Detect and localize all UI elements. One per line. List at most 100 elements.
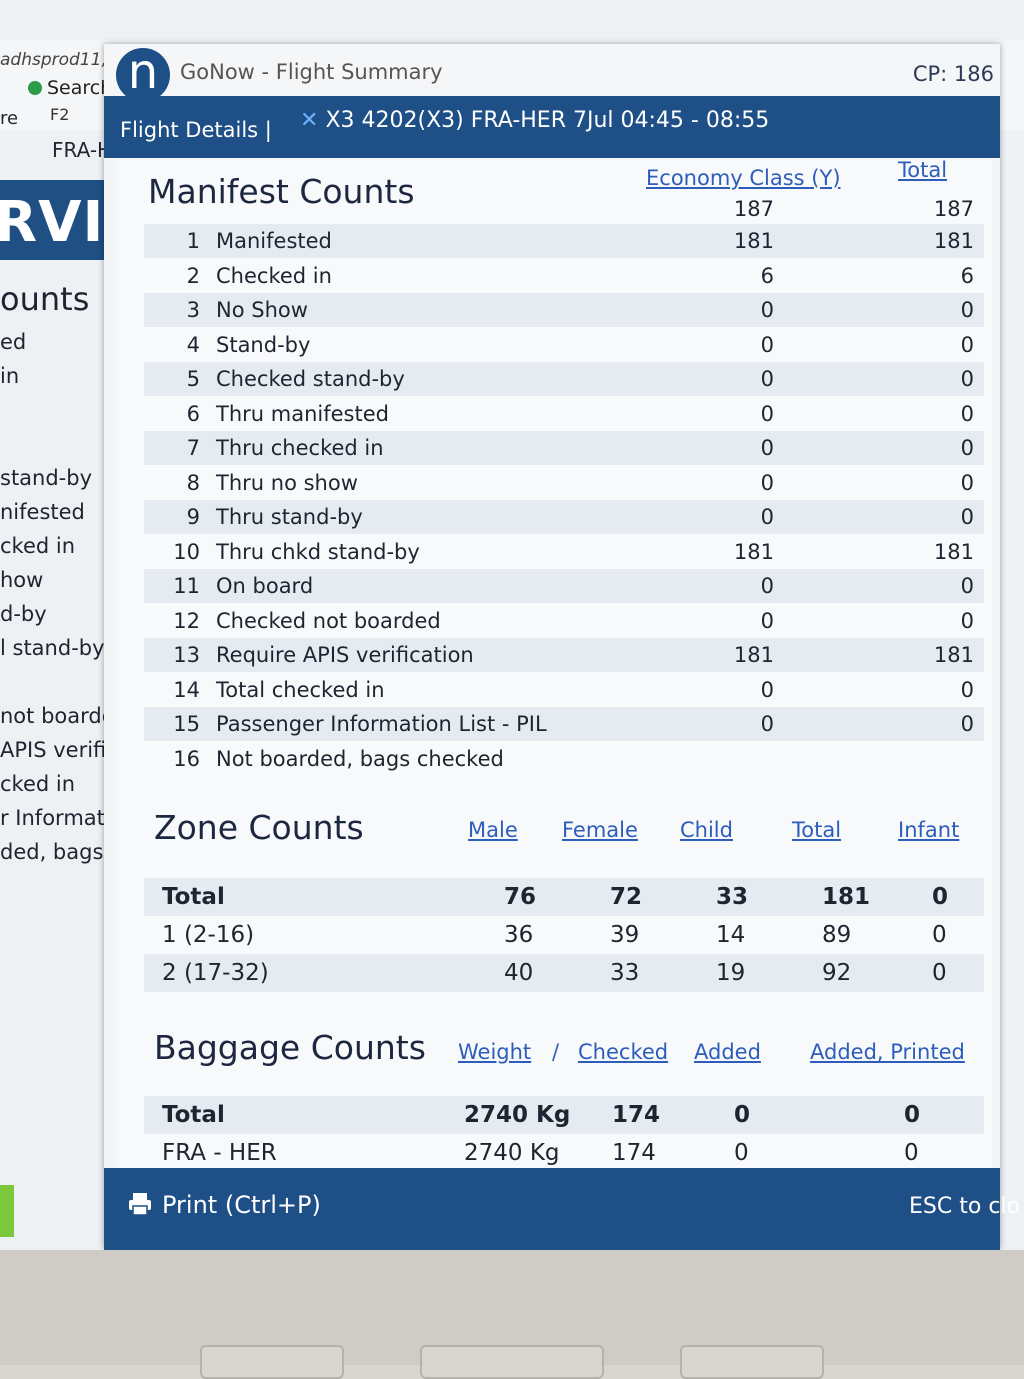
total-count: 0 bbox=[960, 712, 974, 736]
baggage-added-printed: 0 bbox=[904, 1140, 919, 1166]
class-count: 6 bbox=[760, 263, 774, 288]
status-dot-icon bbox=[28, 81, 42, 95]
baggage-label: FRA - HER bbox=[162, 1140, 277, 1166]
manifest-row[interactable]: 12 Checked not boarded 0 0 bbox=[144, 604, 984, 638]
class-count: 0 bbox=[760, 712, 774, 736]
manifest-row[interactable]: 5 Checked stand-by 0 0 bbox=[144, 362, 984, 396]
row-label: Not boarded, bags checked bbox=[216, 746, 504, 771]
class-count: 0 bbox=[760, 367, 774, 391]
class-count: 0 bbox=[760, 298, 774, 322]
row-number: 1 bbox=[186, 229, 200, 253]
manifest-row[interactable]: 11 On board 0 0 bbox=[144, 569, 984, 603]
print-button[interactable]: Print (Ctrl+P) bbox=[126, 1190, 321, 1219]
zone-header-total: Total bbox=[792, 818, 842, 842]
background-list-item: in bbox=[0, 364, 20, 388]
baggage-added: 0 bbox=[734, 1140, 749, 1166]
row-number: 11 bbox=[173, 574, 200, 598]
baggage-header-weight: Weight bbox=[458, 1040, 532, 1064]
background-list-item: cked in bbox=[0, 772, 76, 796]
baggage-added: 0 bbox=[734, 1102, 751, 1128]
total-count: 0 bbox=[960, 470, 974, 495]
manifest-row[interactable]: 10 Thru chkd stand-by 181 181 bbox=[144, 535, 984, 569]
zone-title: Zone Counts bbox=[154, 808, 364, 847]
row-number: 14 bbox=[173, 677, 200, 702]
total-count: 181 bbox=[933, 229, 974, 253]
printer-icon bbox=[129, 1193, 151, 1216]
background-list: ed in stand-by nifested cked in how d-by l stan… bbox=[0, 325, 122, 869]
baggage-added-printed: 0 bbox=[904, 1102, 921, 1128]
class-total: 187 bbox=[733, 197, 774, 221]
row-number: 3 bbox=[186, 298, 200, 322]
zone-label: 2 (17-32) bbox=[162, 960, 269, 986]
manifest-row[interactable]: 15 Passenger Information List - PIL 0 0 bbox=[144, 707, 984, 741]
row-number: 5 bbox=[186, 367, 200, 391]
male-count: 76 bbox=[504, 884, 537, 910]
child-count: 14 bbox=[716, 922, 746, 948]
zone-header-infant: Infant bbox=[898, 818, 960, 842]
zone-header-male: Male bbox=[468, 818, 518, 842]
background-list-item: d-by bbox=[0, 602, 47, 626]
total-count: 181 bbox=[933, 539, 974, 564]
background-counts-label: ounts bbox=[0, 280, 90, 318]
total-count: 181 bbox=[933, 643, 974, 667]
row-number: 12 bbox=[173, 608, 200, 633]
baggage-header-added-printed: Added, Printed bbox=[810, 1040, 965, 1064]
baggage-row: FRA - HER 2740 Kg 174 0 0 bbox=[144, 1134, 984, 1172]
background-list-item: APIS verific bbox=[0, 738, 118, 762]
manifest-row[interactable]: 9 Thru stand-by 0 0 bbox=[144, 500, 984, 534]
class-count: 181 bbox=[733, 539, 774, 564]
total-count: 0 bbox=[960, 298, 974, 322]
child-count: 19 bbox=[716, 960, 746, 986]
manifest-row[interactable]: 7 Thru checked in 0 0 bbox=[144, 431, 984, 465]
summary-content: Manifest Counts Economy Class (Y) Total … bbox=[116, 158, 992, 1168]
row-number: 9 bbox=[186, 505, 200, 529]
manifest-row[interactable]: 4 Stand-by 0 0 bbox=[144, 328, 984, 362]
class-count: 0 bbox=[760, 608, 774, 633]
row-number: 15 bbox=[173, 712, 200, 736]
total-count: 0 bbox=[960, 677, 974, 702]
manifest-row[interactable]: 13 Require APIS verification 181 181 bbox=[144, 638, 984, 672]
background-list-item: cked in bbox=[0, 534, 76, 558]
background-list-item: ded, bags c bbox=[0, 840, 122, 864]
manifest-row[interactable]: 1 Manifested 181 181 bbox=[144, 224, 984, 258]
keyboard-key bbox=[680, 1345, 824, 1379]
background-label-re: re bbox=[0, 108, 19, 129]
class-count: 0 bbox=[760, 574, 774, 598]
row-number: 4 bbox=[186, 332, 200, 357]
flight-summary-dialog: n GoNow - Flight Summary CP: 186 Flight … bbox=[104, 44, 1020, 1250]
male-count: 36 bbox=[504, 922, 534, 948]
manifest-row[interactable]: 3 No Show 0 0 bbox=[144, 293, 984, 327]
class-count: 0 bbox=[760, 505, 774, 529]
background-route: FRA-H bbox=[52, 138, 113, 162]
zone-header-female: Female bbox=[562, 818, 638, 842]
baggage-label: Total bbox=[162, 1102, 225, 1128]
background-list-item: not boarde bbox=[0, 704, 115, 728]
infant-count: 0 bbox=[932, 884, 949, 910]
search-button[interactable]: Search bbox=[28, 77, 112, 99]
manifest-row[interactable]: 6 Thru manifested 0 0 bbox=[144, 397, 984, 431]
manifest-row[interactable]: 8 Thru no show 0 0 bbox=[144, 466, 984, 500]
manifest-row[interactable]: 14 Total checked in 0 0 bbox=[144, 673, 984, 707]
total-count: 89 bbox=[822, 922, 852, 948]
flight-info: ✕ X3 4202(X3) FRA-HER 7Jul 04:45 - 08:55 bbox=[300, 108, 769, 133]
manifest-row[interactable]: 16 Not boarded, bags checked bbox=[144, 742, 984, 776]
total-count: 92 bbox=[822, 960, 852, 986]
total-count: 0 bbox=[960, 608, 974, 633]
zone-label: Total bbox=[162, 884, 225, 910]
host-label: adhsprod11, A bbox=[0, 50, 124, 70]
manifest-title: Manifest Counts bbox=[148, 172, 415, 211]
female-count: 39 bbox=[610, 922, 640, 948]
row-label: Thru chkd stand-by bbox=[216, 539, 420, 564]
economy-class-header: Economy Class (Y) bbox=[646, 166, 841, 190]
row-number: 10 bbox=[173, 539, 200, 564]
infant-count: 0 bbox=[932, 960, 947, 986]
background-list-item: how bbox=[0, 568, 44, 592]
row-label: Thru no show bbox=[216, 470, 358, 495]
total-count: 0 bbox=[960, 505, 974, 529]
airline-logo-icon: ✕ bbox=[300, 108, 319, 133]
background-green-button[interactable] bbox=[0, 1185, 14, 1237]
background-list-item: l stand-by bbox=[0, 636, 105, 660]
zone-label: 1 (2-16) bbox=[162, 922, 255, 948]
row-number: 16 bbox=[173, 746, 200, 771]
manifest-row[interactable]: 2 Checked in 6 6 bbox=[144, 259, 984, 293]
